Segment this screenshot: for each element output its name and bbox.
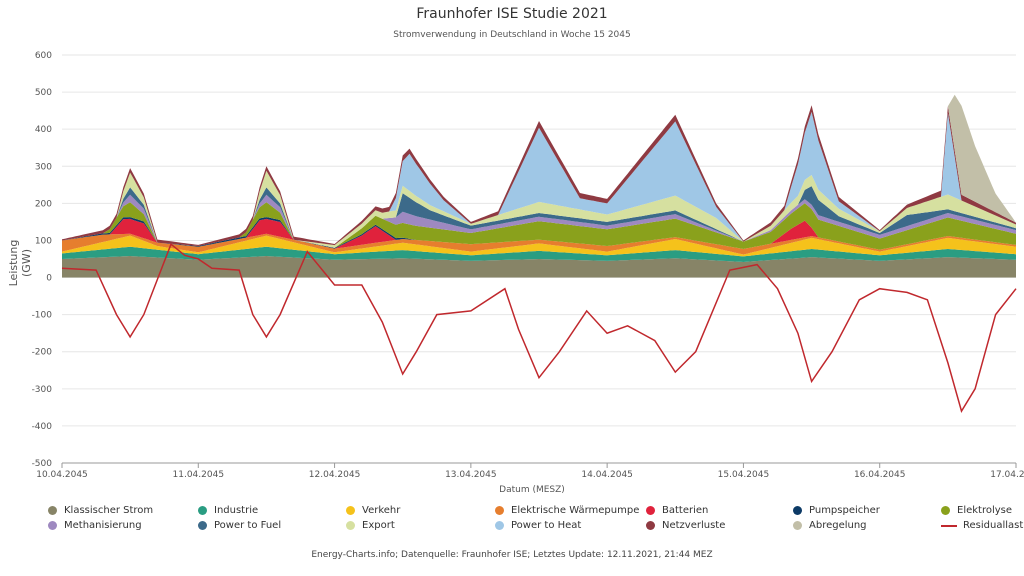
legend-label: Power to Heat — [511, 520, 582, 531]
legend-item[interactable]: Abregelung — [793, 520, 867, 531]
legend-symbol — [198, 506, 207, 515]
y-tick-label: 400 — [35, 125, 52, 135]
legend-symbol — [198, 521, 207, 530]
legend-symbol — [48, 506, 57, 515]
legend-item[interactable]: Export — [346, 520, 395, 531]
legend-label: Residuallast — [963, 520, 1024, 531]
legend-symbol — [793, 506, 802, 515]
x-axis-label: Datum (MESZ) — [499, 485, 565, 495]
legend-item[interactable]: Elektrische Wärmepumpe — [495, 505, 639, 516]
legend-item[interactable]: Batterien — [646, 505, 708, 516]
x-tick-label: 12.04.2045 — [309, 470, 361, 480]
legend-label: Methanisierung — [64, 520, 142, 531]
legend-symbol — [346, 521, 355, 530]
area-batterien — [62, 218, 1016, 250]
legend-label: Batterien — [662, 505, 709, 516]
y-tick-label: 500 — [35, 88, 52, 98]
legend-label: Klassischer Strom — [64, 505, 154, 516]
x-tick-label: 14.04.2045 — [581, 470, 633, 480]
legend-item[interactable]: Elektrolyse — [941, 505, 1012, 516]
x-tick-label: 16.04.2045 — [854, 470, 906, 480]
legend-label: Elektrolyse — [957, 505, 1013, 516]
legend-symbol — [646, 521, 655, 530]
legend-symbol — [941, 524, 957, 527]
legend-symbol — [793, 521, 802, 530]
area-elektrolyse — [62, 202, 1016, 250]
legend-symbol — [495, 506, 504, 515]
y-tick-label: 300 — [35, 162, 52, 172]
x-tick-label: 13.04.2045 — [445, 470, 497, 480]
y-tick-label: -200 — [32, 348, 53, 358]
y-tick-label: -500 — [32, 459, 53, 469]
legend-label: Abregelung — [809, 520, 867, 531]
x-tick-label: 11.04.2045 — [173, 470, 225, 480]
legend-label: Pumpspeicher — [809, 505, 880, 516]
chart-subtitle: Stromverwendung in Deutschland in Woche … — [393, 30, 631, 40]
y-tick-label: -100 — [32, 311, 53, 321]
area-industrie — [62, 246, 1016, 262]
y-tick-label: -300 — [32, 385, 53, 395]
y-tick-label: 600 — [35, 51, 52, 61]
area-power-to-fuel — [62, 186, 1016, 248]
legend-label: Verkehr — [362, 505, 401, 516]
credits: Energy-Charts.info; Datenquelle: Fraunho… — [311, 550, 713, 560]
area-methanisierung — [62, 194, 1016, 248]
legend-item[interactable]: Netzverluste — [646, 520, 725, 531]
legend-symbol — [48, 521, 57, 530]
legend-item[interactable]: Methanisierung — [48, 520, 142, 531]
area-export — [62, 170, 1016, 248]
y-tick-label: 100 — [35, 236, 52, 246]
area-power-to-heat — [62, 111, 1016, 247]
area-verkehr — [62, 235, 1016, 257]
y-tick-label: -400 — [32, 422, 53, 432]
line-residuallast — [61, 242, 1017, 413]
legend-label: Export — [362, 520, 395, 531]
chart-title: Fraunhofer ISE Studie 2021 — [416, 6, 608, 22]
legend-symbol — [495, 521, 504, 530]
chart-area: -500 -400 -300 -200 -100 0 100 200 300 400 500 600 1… — [32, 51, 1024, 480]
legend-symbol — [646, 506, 655, 515]
legend-symbol — [941, 506, 950, 515]
legend-label: Industrie — [214, 505, 259, 516]
legend-item[interactable]: Verkehr — [346, 505, 400, 516]
x-tick-label: 17.04.2045 — [990, 470, 1024, 480]
area-klassischer-strom — [62, 256, 1016, 278]
legend-label: Elektrische Wärmepumpe — [511, 505, 640, 516]
x-tick-label: 15.04.2045 — [718, 470, 770, 480]
legend-item[interactable]: Klassischer Strom — [48, 505, 153, 516]
legend-item[interactable]: Industrie — [198, 505, 258, 516]
y-tick-label: 200 — [35, 199, 52, 209]
legend-symbol — [346, 506, 355, 515]
legend-label: Netzverluste — [662, 520, 726, 531]
legend-item[interactable]: Residuallast — [941, 520, 1023, 531]
legend-item[interactable]: Power to Heat — [495, 520, 581, 531]
legend-item[interactable]: Pumpspeicher — [793, 505, 880, 516]
legend-item[interactable]: Power to Fuel — [198, 520, 281, 531]
y-tick-label: 0 — [46, 274, 52, 284]
x-tick-label: 10.04.2045 — [36, 470, 88, 480]
legend-label: Power to Fuel — [214, 520, 282, 531]
